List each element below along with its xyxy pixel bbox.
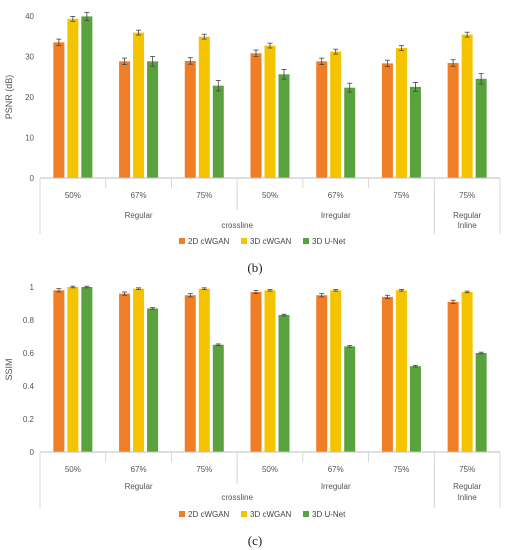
bar (67, 287, 79, 452)
y-tick-label: 1 (30, 283, 35, 292)
legend-entry: 2D cWGAN (188, 237, 230, 246)
x-tick-label: 75% (393, 465, 409, 474)
x-tick-label: 75% (459, 191, 475, 200)
bar (133, 288, 145, 452)
bar (250, 291, 262, 452)
x-group-label: Regular (125, 211, 153, 220)
legend-entry: 2D cWGAN (188, 510, 230, 519)
bar (147, 308, 159, 452)
y-axis-title: PSNR (dB) (4, 75, 14, 120)
x-super-group-label: crossline (221, 493, 253, 502)
bar (461, 291, 473, 452)
x-group-label: Irregular (321, 482, 351, 491)
y-tick-label: 0 (30, 174, 35, 183)
bar (278, 315, 290, 452)
bar (409, 86, 421, 178)
bar (184, 295, 196, 452)
chart-panel-0: PSNR (dB) 0 10 20 30 40 50% 67% 75% 50% 67% 75% 75% R… (4, 11, 501, 246)
y-tick-label: 40 (25, 12, 34, 21)
bar (381, 63, 393, 179)
x-tick-label: 50% (65, 465, 81, 474)
bar (316, 61, 328, 178)
panel-caption-c: (c) (247, 533, 263, 548)
bar (212, 85, 224, 178)
legend-entry: 3D U-Net (312, 237, 346, 246)
x-tick-label: 67% (131, 191, 147, 200)
x-tick-label: 50% (65, 191, 81, 200)
bar (53, 42, 65, 179)
bar (475, 353, 487, 452)
x-group-label: Irregular (321, 211, 351, 220)
bar (81, 287, 93, 452)
bar (198, 288, 210, 452)
x-super-group-label: crossline (221, 221, 253, 230)
x-group-label: Regular (125, 482, 153, 491)
y-tick-label: 0 (30, 448, 35, 457)
x-tick-label: 67% (328, 191, 344, 200)
y-tick-label: 0.8 (23, 316, 35, 325)
x-tick-label: 50% (262, 191, 278, 200)
x-super-group-label: Inline (458, 493, 478, 502)
x-tick-label: 75% (459, 465, 475, 474)
x-tick-label: 67% (131, 465, 147, 474)
legend-swatch (179, 238, 185, 244)
x-group-label: Regular (453, 211, 481, 220)
bar (53, 290, 65, 452)
bar (344, 346, 356, 452)
x-tick-label: 50% (262, 465, 278, 474)
y-axis-title: SSIM (4, 358, 14, 380)
x-tick-label: 75% (196, 191, 212, 200)
bar (147, 61, 159, 178)
bar (344, 87, 356, 178)
legend-swatch (241, 238, 247, 244)
y-tick-label: 0.4 (23, 382, 35, 391)
bar (475, 78, 487, 178)
legend-swatch (303, 238, 309, 244)
legend-entry: 3D cWGAN (250, 237, 292, 246)
y-tick-label: 10 (25, 134, 34, 143)
bar (395, 290, 407, 452)
bar (330, 290, 342, 452)
legend-swatch (241, 511, 247, 517)
bar (184, 60, 196, 178)
bar (447, 62, 459, 179)
bar (381, 296, 393, 452)
bar (316, 295, 328, 452)
legend-swatch (303, 511, 309, 517)
chart-panel-1: SSIM 0 0.2 0.4 0.6 0.8 1 50% 67% 75% 50% 67% 75% 75% R… (4, 283, 501, 519)
legend-entry: 3D cWGAN (250, 510, 292, 519)
y-tick-label: 30 (25, 53, 34, 62)
panel-caption-b: (b) (247, 260, 263, 275)
bar (278, 74, 290, 178)
y-tick-label: 0.2 (23, 415, 35, 424)
bar (212, 344, 224, 452)
x-group-label: Regular (453, 482, 481, 491)
bar (330, 51, 342, 178)
bar (447, 301, 459, 452)
legend-entry: 3D U-Net (312, 510, 346, 519)
bar (119, 61, 131, 178)
bar (198, 36, 210, 178)
bar (264, 290, 276, 452)
bar (409, 366, 421, 452)
x-tick-label: 75% (196, 465, 212, 474)
bar (250, 53, 262, 179)
bar (395, 47, 407, 179)
legend-swatch (179, 511, 185, 517)
x-tick-label: 75% (393, 191, 409, 200)
bar (67, 18, 79, 179)
y-tick-label: 20 (25, 93, 34, 102)
bar (133, 32, 145, 179)
bar (119, 293, 131, 452)
bar (81, 16, 93, 179)
x-tick-label: 67% (328, 465, 344, 474)
bar (264, 45, 276, 178)
y-tick-label: 0.6 (23, 349, 35, 358)
x-super-group-label: Inline (458, 221, 478, 230)
bar (461, 34, 473, 178)
